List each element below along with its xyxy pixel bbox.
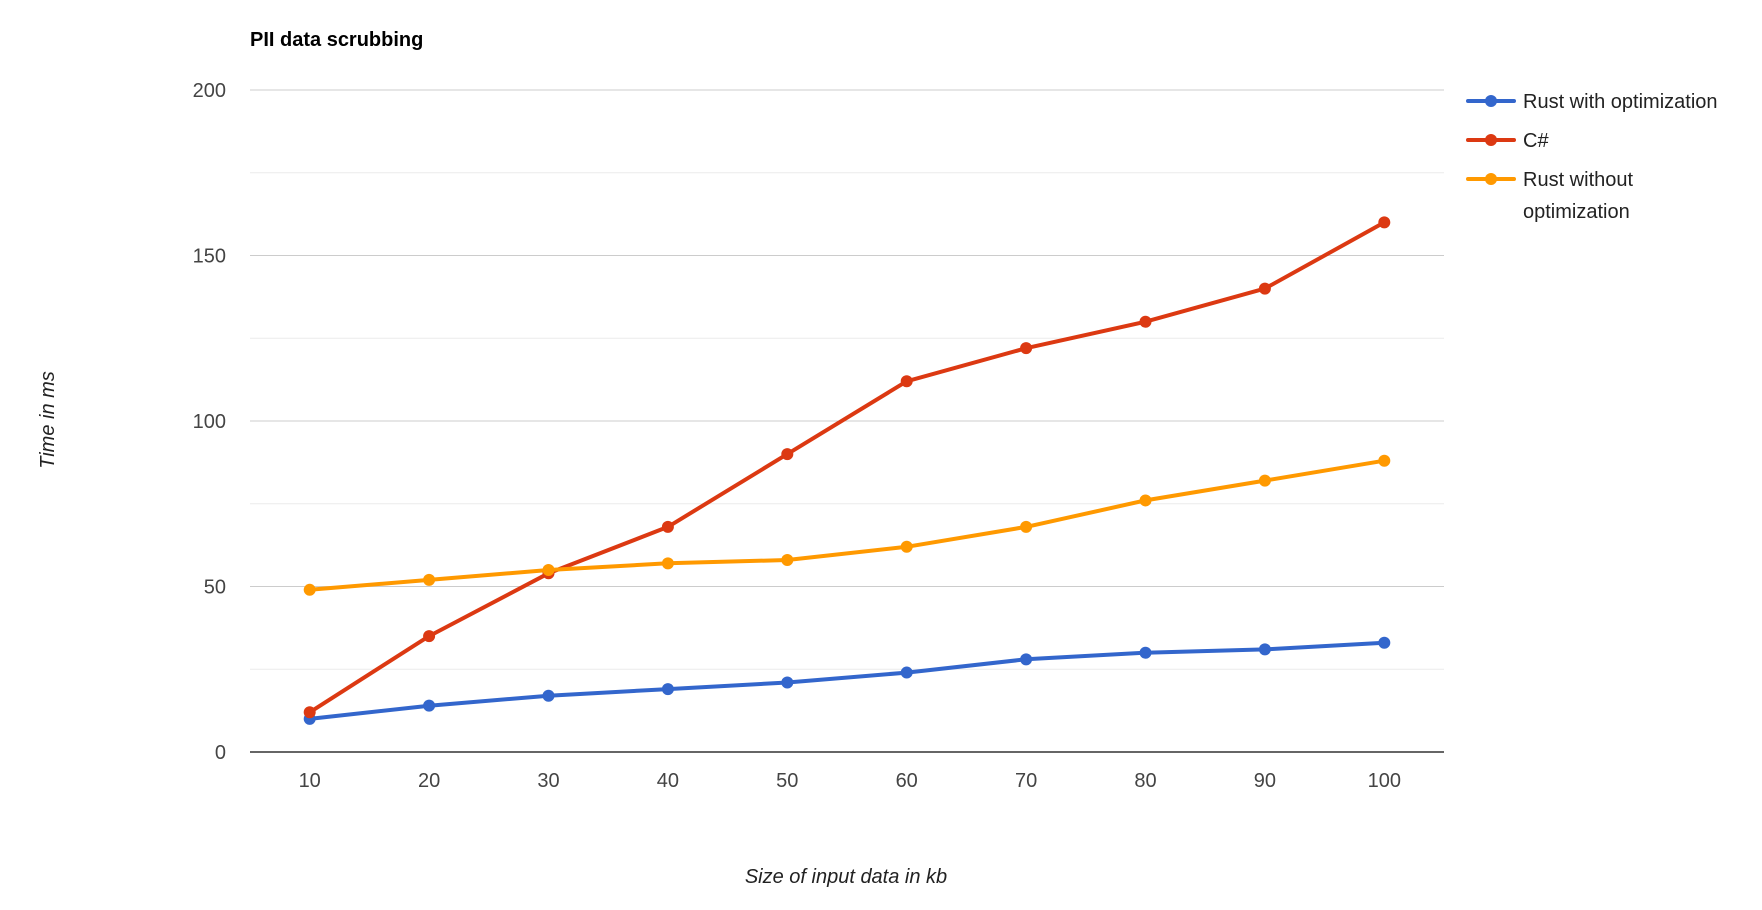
data-point (1378, 636, 1391, 649)
data-point (1020, 520, 1033, 533)
legend-label: C# (1523, 130, 1549, 152)
data-point (423, 573, 436, 586)
data-point (423, 699, 436, 712)
gridlines (250, 89, 1444, 670)
legend-swatch-marker (1485, 134, 1497, 146)
legend-swatch-marker (1485, 95, 1497, 107)
axes: 0 50 100 150 200 10 20 30 40 50 60 70 80 90 100 (193, 80, 1444, 792)
chart-title: PII data scrubbing (250, 29, 423, 51)
data-point (781, 554, 794, 567)
data-point (423, 630, 436, 643)
series-line-1 (307, 220, 1387, 715)
x-tick-label: 70 (1015, 770, 1037, 792)
data-point (1258, 643, 1271, 656)
y-tick-label: 150 (193, 246, 226, 268)
data-point (661, 683, 674, 696)
data-point (900, 375, 913, 388)
data-point (542, 689, 555, 702)
series-line-2 (307, 458, 1387, 592)
data-point (1258, 282, 1271, 295)
x-tick-label: 40 (657, 770, 679, 792)
data-point (661, 520, 674, 533)
x-tick-label: 20 (418, 770, 440, 792)
x-axis-title: Size of input data in kb (745, 866, 947, 888)
x-tick-label: 80 (1134, 770, 1156, 792)
x-tick-label: 60 (896, 770, 918, 792)
y-tick-label: 100 (193, 411, 226, 433)
legend-label: Rust with optimization (1523, 91, 1718, 113)
x-tick-label: 100 (1368, 770, 1401, 792)
data-point (303, 706, 316, 719)
data-point (900, 666, 913, 679)
data-point (1020, 653, 1033, 666)
y-tick-label: 200 (193, 80, 226, 102)
series-line-0 (307, 640, 1387, 721)
data-point (1020, 342, 1033, 355)
y-tick-label: 50 (204, 577, 226, 599)
x-tick-label: 30 (537, 770, 559, 792)
data-point (781, 676, 794, 689)
y-axis-title: Time in ms (37, 371, 59, 469)
x-tick-label: 10 (299, 770, 321, 792)
legend: Rust with optimization C# Rust without opti… (1466, 91, 1718, 223)
data-point (542, 563, 555, 576)
series-group (303, 216, 1391, 725)
data-point (900, 540, 913, 553)
data-point (661, 557, 674, 570)
data-point (1258, 474, 1271, 487)
data-point (1139, 494, 1152, 507)
legend-swatch-marker (1485, 173, 1497, 185)
data-point (303, 583, 316, 596)
y-tick-label: 0 (215, 742, 226, 764)
legend-label: Rust without (1523, 169, 1633, 191)
data-point (781, 448, 794, 461)
data-point (1378, 216, 1391, 229)
data-point (1139, 646, 1152, 659)
legend-label: optimization (1523, 201, 1630, 223)
x-tick-label: 50 (776, 770, 798, 792)
x-tick-label: 90 (1254, 770, 1276, 792)
data-point (1378, 454, 1391, 467)
data-point (1139, 315, 1152, 328)
